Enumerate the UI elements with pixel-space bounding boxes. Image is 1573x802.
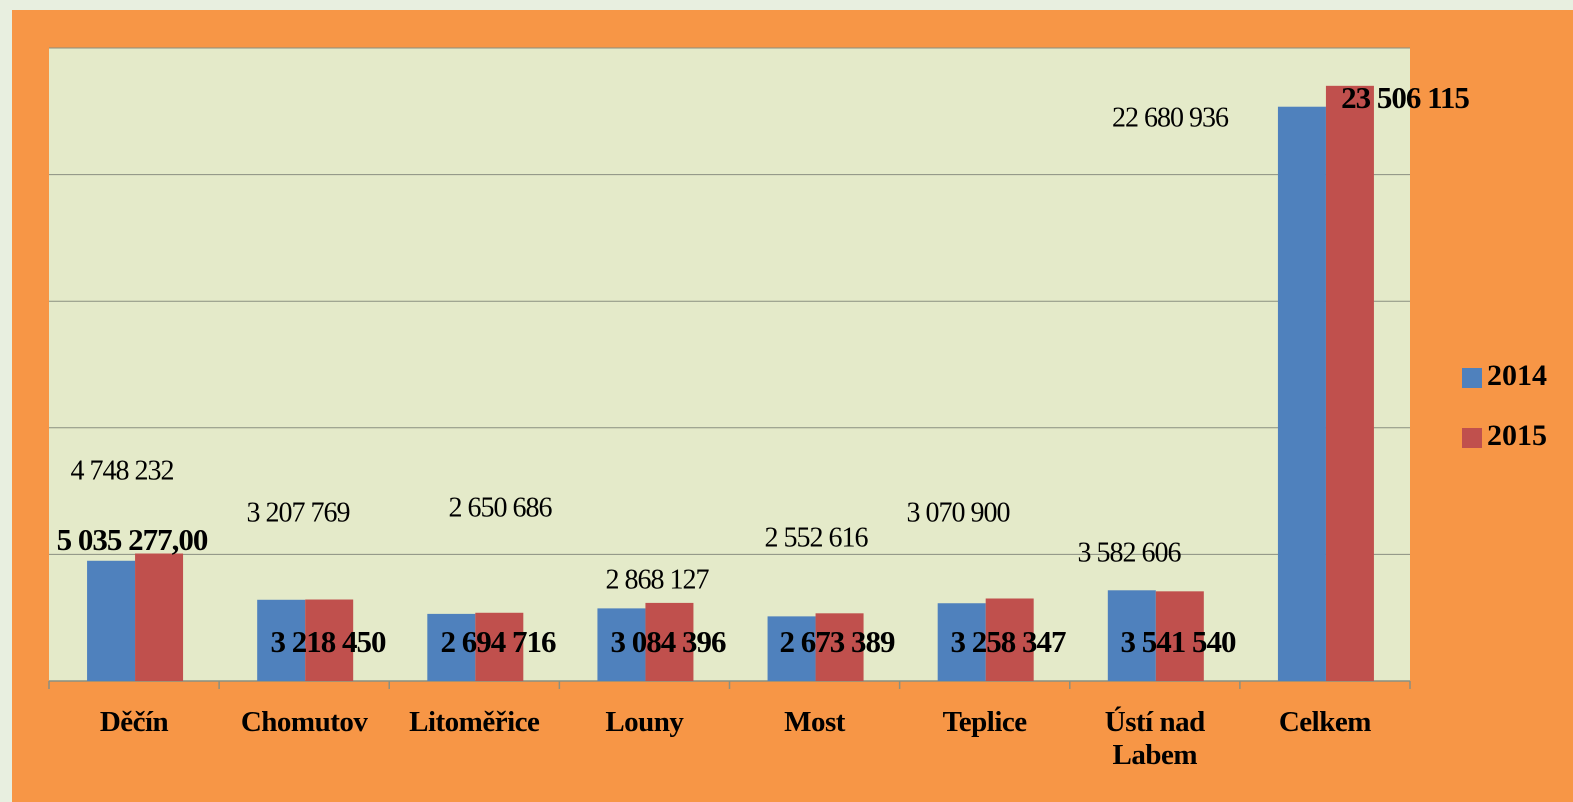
legend-swatch <box>1462 428 1482 448</box>
legend-label: 2015 <box>1487 419 1547 452</box>
bar <box>597 608 646 681</box>
plot-area <box>49 48 1410 681</box>
bar <box>985 598 1034 681</box>
bar <box>475 612 524 681</box>
data-label: 3 070 900 <box>907 497 1010 528</box>
bar <box>257 599 306 681</box>
x-tick-label: Chomutov <box>240 706 368 738</box>
data-label: 3 084 396 <box>611 624 727 659</box>
bar <box>767 616 816 681</box>
bar <box>645 602 694 681</box>
bar <box>1325 85 1374 681</box>
x-tick-label: Teplice <box>942 706 1028 738</box>
bar <box>1107 590 1156 681</box>
data-label: 3 258 347 <box>951 624 1067 659</box>
legend-swatch <box>1462 368 1482 388</box>
data-label: 2 868 127 <box>606 564 710 595</box>
x-tick-label: Děčín <box>99 706 169 738</box>
data-label: 3 218 450 <box>271 624 387 659</box>
bar <box>87 560 136 681</box>
data-label: 2 694 716 <box>441 624 557 659</box>
x-tick-label: Ústí nad Labem <box>1104 706 1205 771</box>
data-label: 3 541 540 <box>1121 624 1237 659</box>
bar <box>1277 106 1326 682</box>
x-tick-label: Louny <box>605 706 684 738</box>
data-label: 23 506 115 <box>1341 80 1469 115</box>
data-label: 5 035 277,00 <box>57 522 208 557</box>
data-label: 4 748 232 <box>71 455 174 486</box>
data-label: 22 680 936 <box>1112 102 1229 133</box>
data-label: 3 582 606 <box>1078 537 1182 568</box>
legend-label: 2014 <box>1487 359 1547 392</box>
bar <box>135 553 184 681</box>
x-tick-label: Most <box>784 706 845 738</box>
data-label: 2 673 389 <box>780 624 896 659</box>
data-label: 2 650 686 <box>449 492 553 523</box>
bar <box>815 613 864 681</box>
x-tick-label: Litoměřice <box>409 706 540 738</box>
data-label: 2 552 616 <box>765 522 869 553</box>
bar <box>1155 591 1204 681</box>
x-tick-label: Celkem <box>1278 706 1372 738</box>
bar <box>427 613 476 681</box>
data-label: 3 207 769 <box>247 497 350 528</box>
bar <box>937 603 986 681</box>
bar <box>305 599 354 681</box>
